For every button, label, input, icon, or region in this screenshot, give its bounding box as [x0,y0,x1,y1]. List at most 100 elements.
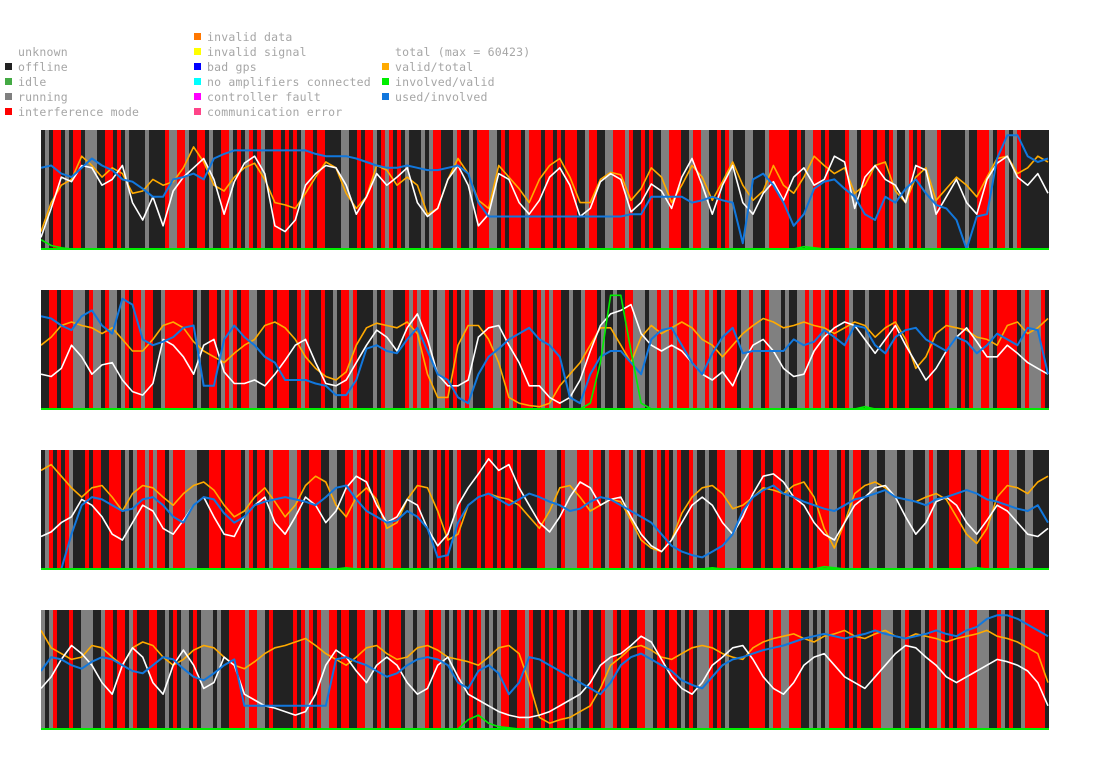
state-stripe [1045,610,1049,730]
state-stripe [333,130,338,250]
state-stripe [717,290,722,410]
state-stripe [561,130,566,250]
legend-swatch [382,63,389,70]
state-stripe [421,290,426,410]
state-stripe [609,610,614,730]
state-stripe [853,450,858,570]
state-stripe [781,450,786,570]
state-stripe [953,450,958,570]
state-stripe [141,610,146,730]
state-stripe [433,290,438,410]
state-stripe [65,610,70,730]
state-stripe [153,290,158,410]
state-stripe [1033,450,1038,570]
state-stripe [405,290,410,410]
state-stripe [601,290,606,410]
state-stripe [245,610,250,730]
state-stripe [97,290,102,410]
state-stripe [905,290,910,410]
legend-label: invalid signal [207,44,307,59]
state-stripe [241,290,246,410]
state-stripe [269,610,274,730]
legend-label: interference mode [18,104,140,119]
state-stripe [193,130,198,250]
state-stripe [469,290,474,410]
state-stripe [965,290,970,410]
series-line-valid-total [41,463,1049,553]
state-stripe [997,450,1002,570]
state-stripe [177,610,182,730]
state-stripe [369,610,374,730]
panel-baseline [41,728,1049,730]
state-stripe [293,130,298,250]
state-stripe [153,130,158,250]
state-stripe [465,130,470,250]
state-stripe [649,130,654,250]
legend-swatch [194,33,201,40]
state-stripe [441,610,446,730]
state-stripe [397,130,402,250]
state-stripe [1009,290,1014,410]
state-stripe [597,130,602,250]
state-stripe [309,450,314,570]
state-stripe [357,610,362,730]
state-stripe [393,130,398,250]
state-stripe [377,610,382,730]
state-stripe [513,290,518,410]
state-stripe [997,290,1002,410]
state-stripe [909,290,914,410]
state-stripe [829,610,834,730]
state-stripe [1029,290,1034,410]
state-stripe [125,130,130,250]
legend-item-bad-gps: bad gps [194,59,257,74]
state-stripe [301,450,306,570]
legend-item-offline: offline [5,59,68,74]
state-stripe [889,130,894,250]
state-stripe [133,290,138,410]
legend-label: used/involved [395,89,488,104]
state-stripe [233,130,238,250]
state-stripe [865,450,870,570]
state-stripe [577,610,582,730]
state-stripe [141,450,146,570]
state-stripe [265,610,270,730]
state-stripe [129,450,134,570]
state-stripe [501,130,506,250]
state-stripe [221,450,226,570]
state-stripe [805,130,810,250]
state-stripe [577,450,582,570]
state-stripe [745,610,750,730]
state-stripe [833,290,838,410]
state-stripe [825,290,830,410]
state-stripe [513,450,518,570]
state-stripe [545,610,550,730]
state-stripe [693,290,698,410]
legend-item-no-amplifiers-connected: no amplifiers connected [194,74,371,89]
state-stripe [201,130,206,250]
state-stripe [133,610,138,730]
state-stripe [165,610,170,730]
state-stripe [249,130,254,250]
state-stripe [681,290,686,410]
legend-item-invalid-signal: invalid signal [194,44,307,59]
state-stripe [625,290,630,410]
state-stripe [185,450,190,570]
state-stripe [641,130,646,250]
state-stripe [401,130,406,250]
state-stripe [957,130,962,250]
state-stripe [41,450,46,570]
legend-label: offline [18,59,68,74]
state-stripe [477,450,482,570]
state-stripe [349,130,354,250]
state-stripe [249,610,254,730]
state-stripe [349,290,354,410]
state-stripe [261,290,266,410]
state-stripe [917,610,922,730]
state-stripe [217,130,222,250]
state-stripe [453,130,458,250]
state-stripe [737,610,742,730]
state-stripe [489,450,494,570]
state-stripe [973,610,978,730]
state-stripe [281,450,286,570]
state-stripe [997,130,1002,250]
